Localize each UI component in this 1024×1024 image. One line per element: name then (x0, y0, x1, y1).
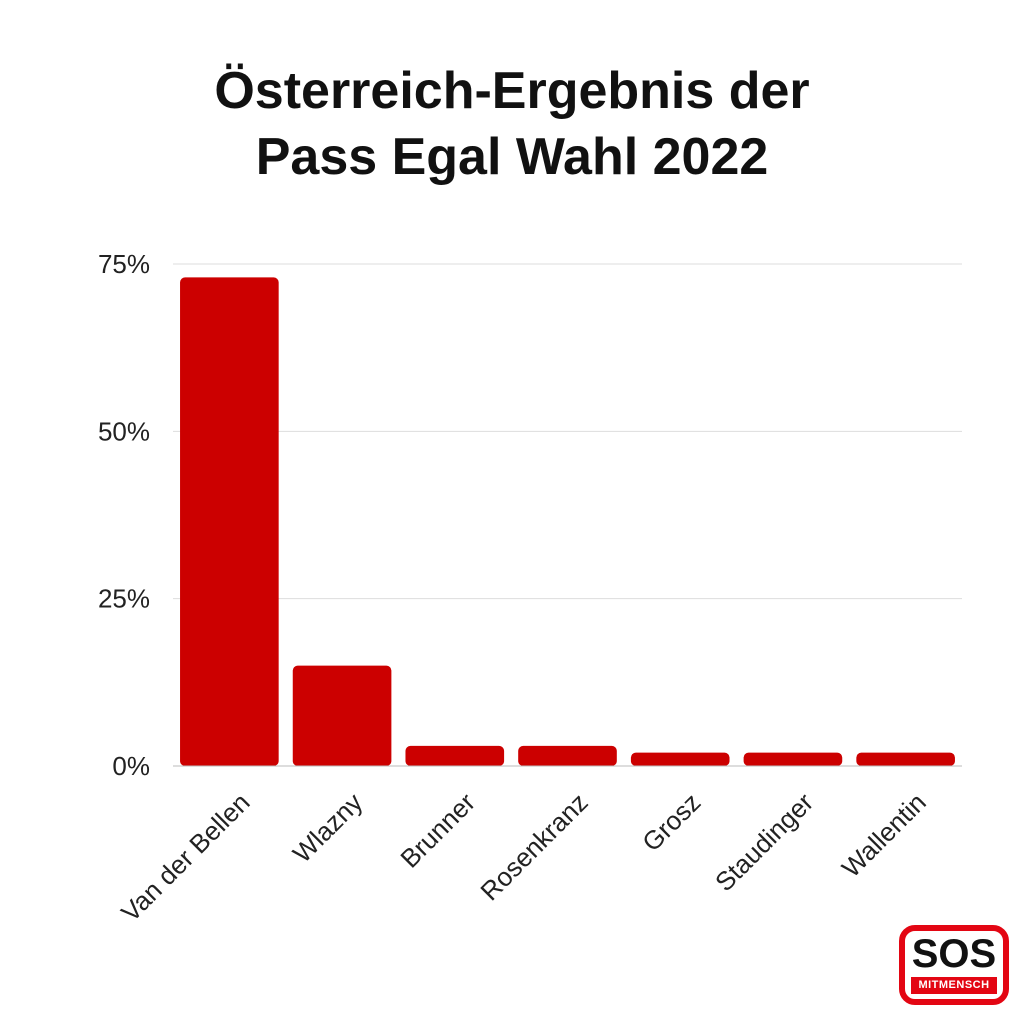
bar (630, 752, 730, 766)
bar (180, 277, 279, 766)
chart-title-line-1: Österreich-Ergebnis der (214, 62, 810, 120)
chart-title: Österreich-Ergebnis der Pass Egal Wahl 2… (0, 58, 1024, 190)
y-tick-label: 0% (112, 751, 150, 781)
bar (856, 752, 955, 766)
bar (405, 745, 505, 766)
x-tick-label: Rosenkranz (474, 787, 593, 906)
bar (518, 745, 617, 766)
bar (743, 752, 843, 766)
x-tick-label: Van der Bellen (115, 787, 255, 927)
x-tick-label: Wlazny (287, 787, 368, 868)
sos-mitmensch-logo: SOS MITMENSCH (899, 925, 1009, 1005)
y-tick-label: 50% (98, 416, 150, 446)
x-tick-label: Brunner (394, 787, 481, 874)
x-tick-label: Grosz (636, 787, 706, 857)
chart-title-line-2: Pass Egal Wahl 2022 (255, 128, 769, 186)
bar (292, 665, 392, 766)
y-tick-label: 25% (98, 584, 150, 614)
logo-text: SOS (911, 932, 997, 976)
logo-subtext: MITMENSCH (911, 977, 997, 994)
x-tick-label: Staudinger (709, 787, 819, 897)
x-tick-label: Wallentin (836, 787, 932, 883)
y-tick-label: 75% (98, 249, 150, 279)
